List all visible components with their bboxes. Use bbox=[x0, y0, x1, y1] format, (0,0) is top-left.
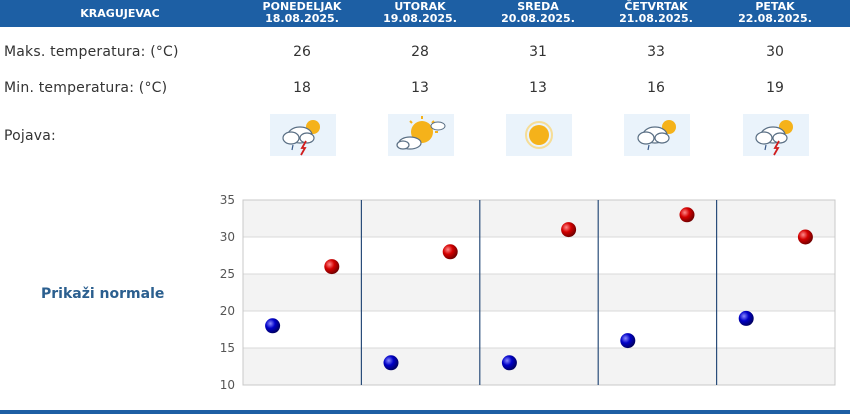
phenomenon-label: Pojava: bbox=[4, 128, 56, 144]
min-temp-point bbox=[501, 355, 517, 371]
y-tick-label: 30 bbox=[220, 230, 235, 244]
day-header-2: UTORAK 19.08.2025. bbox=[361, 1, 479, 25]
min-temp-point bbox=[620, 333, 636, 349]
city-name: KRAGUJEVAC bbox=[80, 7, 160, 20]
grid-band bbox=[243, 348, 835, 385]
show-normals-button[interactable]: Prikaži normale bbox=[41, 286, 165, 302]
thunderstorm-icon bbox=[743, 114, 809, 156]
y-tick-label: 35 bbox=[220, 193, 235, 207]
sunny-icon bbox=[506, 114, 572, 156]
max-temp-value: 28 bbox=[411, 44, 429, 60]
y-tick-label: 10 bbox=[220, 378, 235, 392]
min-temp-point bbox=[383, 355, 399, 371]
max-temp-value: 33 bbox=[647, 44, 665, 60]
day-date: 19.08.2025. bbox=[383, 12, 457, 25]
max-temp-value: 26 bbox=[293, 44, 311, 60]
max-temp-point bbox=[679, 207, 695, 223]
max-temp-label: Maks. temperatura: (°C) bbox=[4, 44, 179, 60]
y-tick-label: 15 bbox=[220, 341, 235, 355]
grid-band bbox=[243, 274, 835, 311]
day-name: PONEDELJAK bbox=[262, 0, 342, 13]
min-temp-point bbox=[738, 310, 754, 326]
day-date: 20.08.2025. bbox=[501, 12, 575, 25]
min-temp-value: 18 bbox=[293, 80, 311, 96]
day-name: SREDA bbox=[517, 0, 559, 13]
forecast-header: KRAGUJEVAC PONEDELJAK 18.08.2025. UTORAK… bbox=[0, 0, 850, 27]
min-temp-value: 13 bbox=[411, 80, 429, 96]
cloudy-showers-icon bbox=[624, 114, 690, 156]
min-temp-label: Min. temperatura: (°C) bbox=[4, 80, 168, 96]
day-header-3: SREDA 20.08.2025. bbox=[479, 1, 597, 25]
plot-frame bbox=[242, 199, 836, 386]
day-header-1: PONEDELJAK 18.08.2025. bbox=[243, 1, 361, 25]
day-date: 22.08.2025. bbox=[738, 12, 812, 25]
grid-band bbox=[243, 200, 835, 237]
max-temp-point bbox=[442, 244, 458, 260]
y-tick-label: 25 bbox=[220, 267, 235, 281]
min-temp-value: 13 bbox=[529, 80, 547, 96]
day-name: UTORAK bbox=[394, 0, 446, 13]
max-temp-value: 30 bbox=[766, 44, 784, 60]
max-temp-point bbox=[797, 229, 813, 245]
day-name: PETAK bbox=[755, 0, 795, 13]
footer-bar bbox=[0, 410, 850, 414]
partly-cloudy-icon bbox=[388, 114, 454, 156]
day-date: 21.08.2025. bbox=[619, 12, 693, 25]
day-name: ČETVRTAK bbox=[624, 0, 688, 13]
thunderstorm-icon bbox=[270, 114, 336, 156]
max-temp-point bbox=[324, 259, 340, 275]
y-tick-label: 20 bbox=[220, 304, 235, 318]
day-header-4: ČETVRTAK 21.08.2025. bbox=[597, 1, 715, 25]
day-header-5: PETAK 22.08.2025. bbox=[716, 1, 834, 25]
min-temp-value: 19 bbox=[766, 80, 784, 96]
min-temp-value: 16 bbox=[647, 80, 665, 96]
max-temp-value: 31 bbox=[529, 44, 547, 60]
min-temp-point bbox=[265, 318, 281, 334]
day-date: 18.08.2025. bbox=[265, 12, 339, 25]
max-temp-point bbox=[561, 222, 577, 238]
